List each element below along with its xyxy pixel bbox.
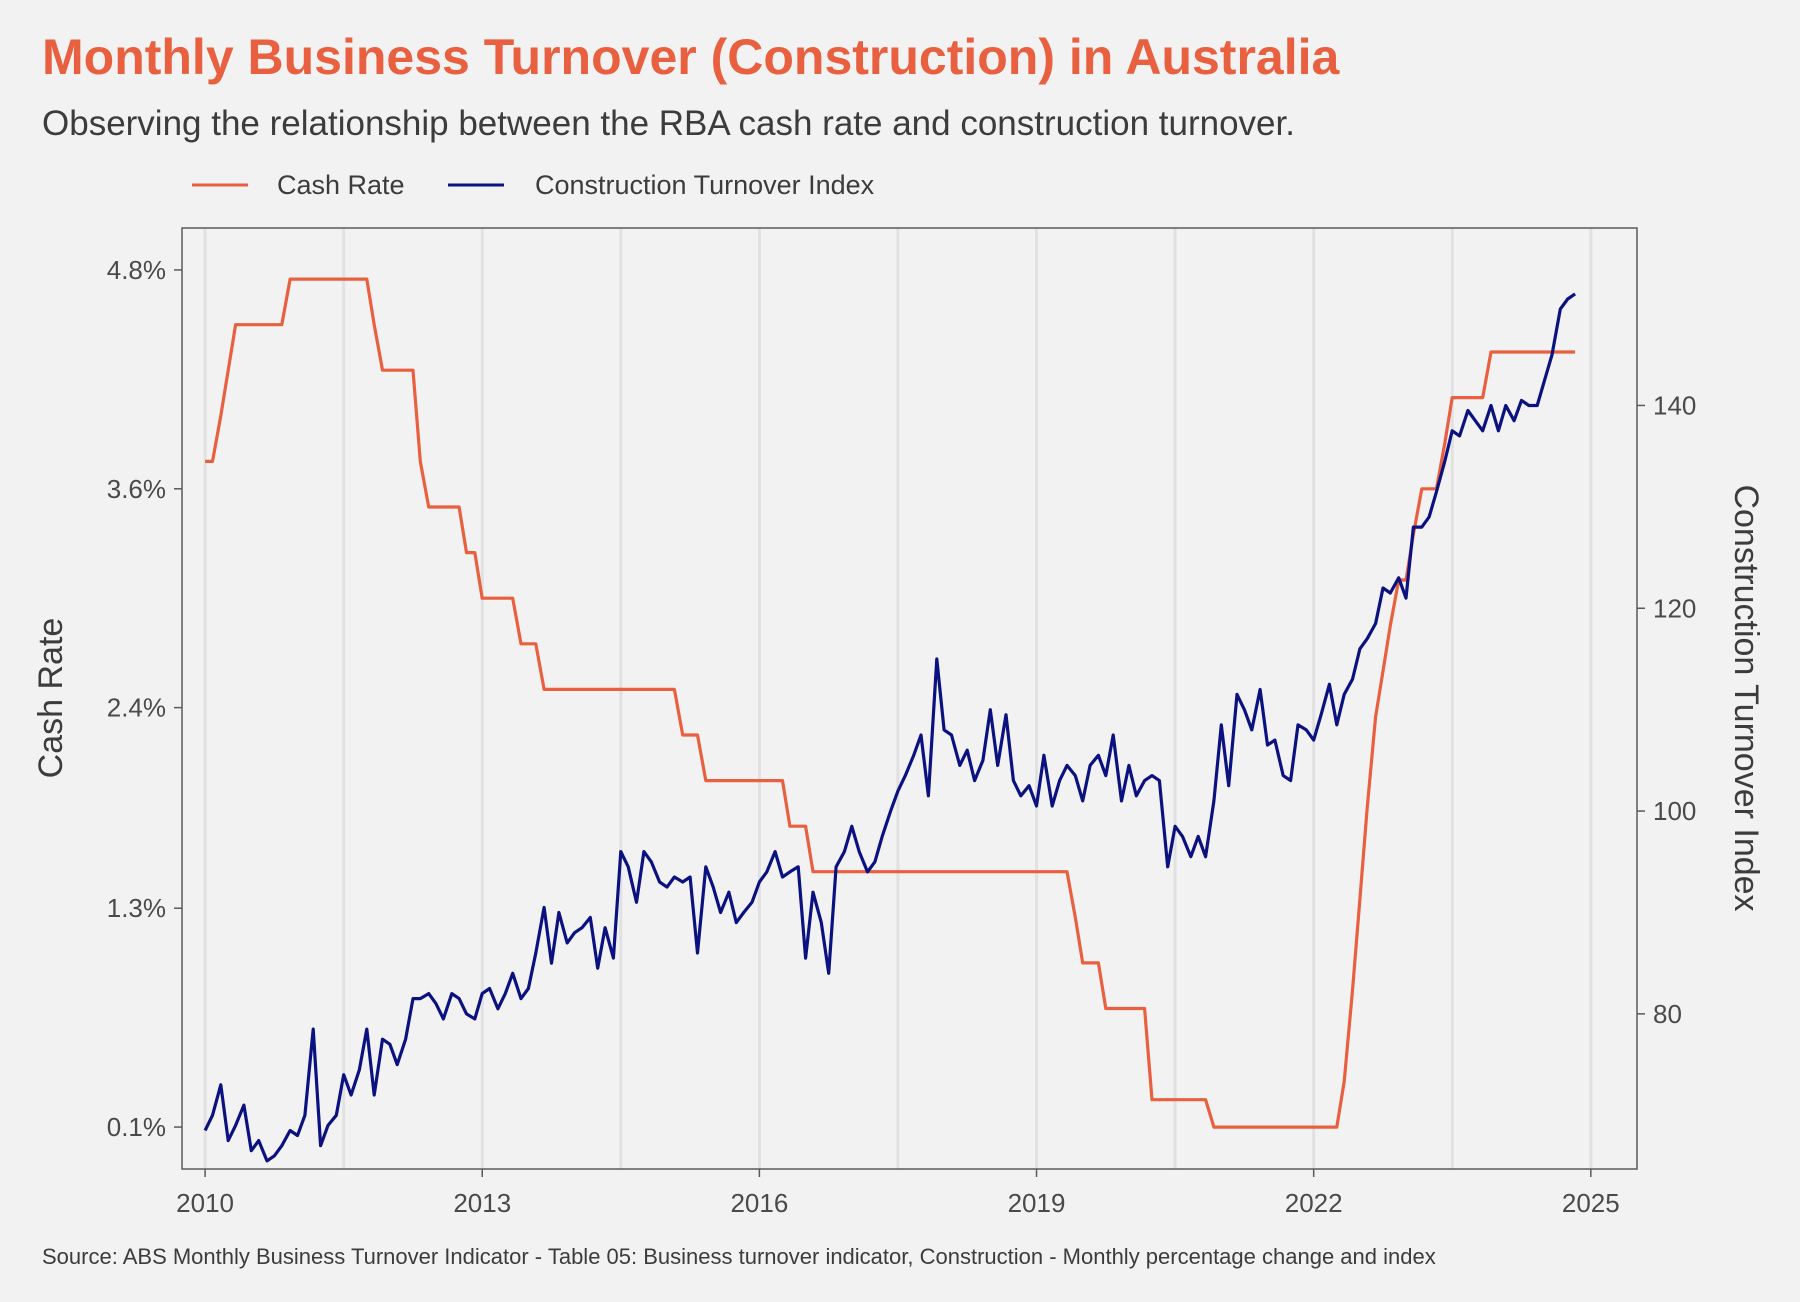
series-lines — [203, 277, 1577, 1163]
x-tick-label: 2013 — [453, 1188, 511, 1218]
y-tick-label: 2.4% — [107, 693, 166, 723]
chart-title: Monthly Business Turnover (Construction)… — [42, 29, 1340, 85]
legend-label-cash-rate: Cash Rate — [277, 170, 405, 200]
x-tick-label: 2016 — [730, 1188, 788, 1218]
y2-tick-label: 80 — [1653, 999, 1682, 1029]
y-axis-title: Cash Rate — [32, 618, 70, 779]
x-tick-label: 2010 — [176, 1188, 234, 1218]
chart-subtitle: Observing the relationship between the R… — [42, 104, 1295, 143]
y2-tick-label: 100 — [1653, 796, 1696, 826]
y-tick-label: 0.1% — [107, 1112, 166, 1142]
chart-source: Source: ABS Monthly Business Turnover In… — [42, 1244, 1436, 1269]
y-tick-label: 4.8% — [107, 255, 166, 285]
y2-tick-label: 120 — [1653, 593, 1696, 623]
y2-axis-title: Construction Turnover Index — [1727, 484, 1765, 911]
legend: Cash Rate Construction Turnover Index — [192, 170, 875, 200]
legend-label-construction-turnover: Construction Turnover Index — [535, 170, 875, 200]
x-tick-label: 2022 — [1285, 1188, 1343, 1218]
gridlines — [203, 228, 1593, 1169]
construction-turnover-line — [203, 292, 1577, 1163]
cash-rate-line — [205, 277, 1576, 1129]
x-tick-label: 2019 — [1008, 1188, 1066, 1218]
y-tick-label: 3.6% — [107, 474, 166, 504]
axes: 2010 2013 2016 2019 2022 2025 0.1% 1.3% 2.4% 3.6%… — [107, 255, 1697, 1218]
y-tick-label: 1.3% — [107, 893, 166, 923]
y2-tick-label: 140 — [1653, 390, 1696, 420]
x-tick-label: 2025 — [1562, 1188, 1620, 1218]
plot-border — [181, 227, 1638, 1170]
